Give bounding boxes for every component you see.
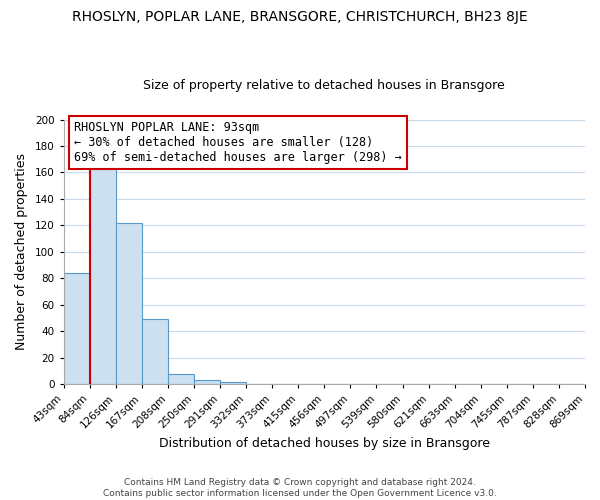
Bar — [220, 382, 246, 384]
Text: RHOSLYN POPLAR LANE: 93sqm
← 30% of detached houses are smaller (128)
69% of sem: RHOSLYN POPLAR LANE: 93sqm ← 30% of deta… — [74, 121, 402, 164]
Bar — [142, 320, 168, 384]
Bar — [90, 162, 116, 384]
X-axis label: Distribution of detached houses by size in Bransgore: Distribution of detached houses by size … — [159, 437, 490, 450]
Bar — [194, 380, 220, 384]
Bar — [116, 223, 142, 384]
Y-axis label: Number of detached properties: Number of detached properties — [15, 154, 28, 350]
Title: Size of property relative to detached houses in Bransgore: Size of property relative to detached ho… — [143, 79, 505, 92]
Text: Contains HM Land Registry data © Crown copyright and database right 2024.
Contai: Contains HM Land Registry data © Crown c… — [103, 478, 497, 498]
Text: RHOSLYN, POPLAR LANE, BRANSGORE, CHRISTCHURCH, BH23 8JE: RHOSLYN, POPLAR LANE, BRANSGORE, CHRISTC… — [72, 10, 528, 24]
Bar — [168, 374, 194, 384]
Bar — [64, 273, 90, 384]
